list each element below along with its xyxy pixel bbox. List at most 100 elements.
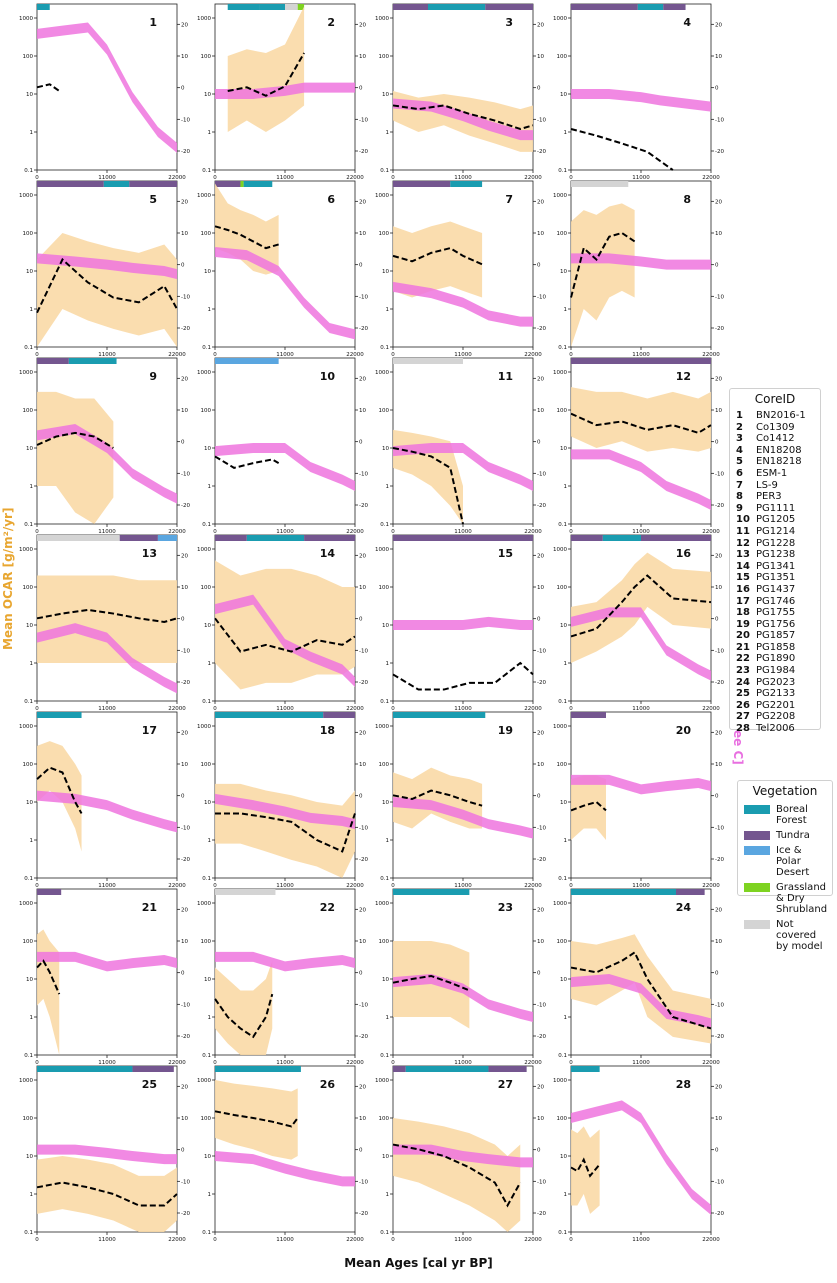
- y-left-tick-label: 1: [564, 838, 568, 844]
- y-right-tick-label: 10: [359, 762, 366, 768]
- y-left-tick-label: 1000: [375, 547, 389, 553]
- y-right-tick-label: 20: [181, 376, 188, 382]
- jja-temperature-band: [571, 89, 711, 112]
- y-left-tick-label: 1: [564, 484, 568, 490]
- y-left-tick-label: 0.1: [24, 1230, 33, 1236]
- y-left-tick-label: 100: [557, 408, 568, 414]
- y-right-tick-label: -20: [715, 680, 724, 686]
- y-right-tick-label: -10: [537, 294, 546, 300]
- y-right-tick-label: 10: [537, 54, 544, 60]
- vegetation-bar: [637, 4, 664, 10]
- vegetation-legend-item: Not covered by model: [738, 917, 832, 954]
- x-tick-label: 0: [213, 1060, 217, 1066]
- vegetation-bar: [485, 4, 533, 10]
- coreid-name: PG1984: [756, 665, 796, 677]
- x-tick-label: 11000: [276, 352, 294, 358]
- x-tick-label: 0: [213, 706, 217, 712]
- y-right-tick-label: -10: [359, 117, 368, 123]
- y-left-tick-label: 10: [382, 623, 389, 629]
- coreid-number: 2: [736, 421, 743, 433]
- x-tick-label: 11000: [454, 1060, 472, 1066]
- x-tick-label: 0: [391, 883, 395, 889]
- y-right-tick-label: 10: [359, 54, 366, 60]
- x-tick-label: 11000: [632, 175, 650, 181]
- y-left-tick-label: 10: [204, 800, 211, 806]
- x-tick-label: 0: [35, 1060, 39, 1066]
- y-right-tick-label: -20: [181, 1034, 190, 1040]
- vegetation-bar: [285, 4, 298, 10]
- vegetation-bar: [37, 181, 104, 187]
- vegetation-bar: [602, 535, 641, 541]
- y-right-tick-label: 0: [181, 617, 185, 623]
- x-tick-label: 22000: [524, 883, 542, 889]
- y-left-tick-label: 100: [23, 762, 34, 768]
- x-tick-label: 11000: [98, 883, 116, 889]
- ocar-uncertainty-band: [571, 1126, 600, 1214]
- panel-number: 5: [149, 193, 157, 206]
- vegetation-bar: [297, 4, 305, 10]
- panel-number: 8: [683, 193, 691, 206]
- coreid-number: 20: [736, 630, 750, 642]
- y-right-tick-label: 20: [537, 553, 544, 559]
- ocar-uncertainty-band: [393, 941, 470, 1029]
- y-right-tick-label: -10: [537, 825, 546, 831]
- y-right-tick-label: 20: [181, 553, 188, 559]
- y-right-tick-label: 20: [359, 1084, 366, 1090]
- y-right-tick-label: -10: [537, 648, 546, 654]
- y-left-tick-label: 10: [204, 92, 211, 98]
- y-right-tick-label: 0: [537, 971, 541, 977]
- x-tick-label: 22000: [168, 1060, 186, 1066]
- jja-temperature-band: [37, 424, 177, 504]
- y-right-tick-label: -10: [181, 117, 190, 123]
- jja-temperature-band: [571, 774, 711, 795]
- y-left-tick-label: 1000: [375, 1078, 389, 1084]
- panel-28: 0.1 1 10 100 1000 -20 -10 0 10 20 0 11000 22000 28: [553, 1065, 724, 1243]
- x-tick-label: 0: [391, 1237, 395, 1243]
- x-tick-label: 0: [391, 1060, 395, 1066]
- panel-16: 0.1 1 10 100 1000 -20 -10 0 10 20 0 11000 22000 16: [553, 534, 724, 712]
- y-right-tick-label: -10: [537, 117, 546, 123]
- y-left-tick-label: 0.1: [202, 699, 211, 705]
- coreid-name: PG1341: [756, 560, 796, 572]
- panel-17: 0.1 1 10 100 1000 -20 -10 0 10 20 0 11000 22000 17: [19, 711, 190, 889]
- vegetation-bar: [571, 535, 603, 541]
- y-right-tick-label: -10: [181, 1002, 190, 1008]
- y-right-tick-label: -10: [715, 825, 724, 831]
- y-right-tick-label: 20: [359, 730, 366, 736]
- vegetation-bar: [215, 535, 247, 541]
- ocar-mean-line: [392, 447, 464, 525]
- y-right-tick-label: -10: [715, 471, 724, 477]
- y-right-tick-label: -20: [359, 1034, 368, 1040]
- y-left-tick-label: 1: [564, 130, 568, 136]
- coreid-legend-item: 26 PG2201: [730, 700, 820, 712]
- vegetation-swatch: [744, 883, 770, 892]
- panel-number: 7: [505, 193, 513, 206]
- y-right-tick-label: 0: [359, 263, 363, 269]
- y-right-tick-label: 20: [181, 730, 188, 736]
- y-right-tick-label: 20: [537, 907, 544, 913]
- coreid-legend-item: 2 Co1309: [730, 422, 820, 434]
- y-left-tick-label: 1: [30, 484, 34, 490]
- panel-number: 28: [676, 1078, 691, 1091]
- y-right-tick-label: 10: [715, 762, 722, 768]
- y-left-tick-label: 100: [201, 231, 212, 237]
- y-right-tick-label: 0: [359, 971, 363, 977]
- y-left-tick-label: 100: [379, 762, 390, 768]
- coreid-name: LS-9: [756, 479, 778, 491]
- x-tick-label: 0: [391, 352, 395, 358]
- y-left-tick-label: 10: [26, 269, 33, 275]
- y-left-tick-label: 0.1: [24, 699, 33, 705]
- coreid-number: 27: [736, 711, 750, 723]
- vegetation-bar: [393, 889, 470, 895]
- x-tick-label: 0: [569, 1060, 573, 1066]
- vegetation-bar: [259, 4, 285, 10]
- x-tick-label: 11000: [632, 883, 650, 889]
- jja-temperature-band: [215, 793, 355, 830]
- x-tick-label: 22000: [346, 175, 364, 181]
- y-left-tick-label: 100: [201, 762, 212, 768]
- y-left-tick-label: 10: [382, 1154, 389, 1160]
- coreid-legend-item: 16 PG1437: [730, 584, 820, 596]
- y-left-tick-label: 1000: [375, 901, 389, 907]
- x-tick-label: 11000: [454, 529, 472, 535]
- y-left-tick-label: 1: [208, 661, 212, 667]
